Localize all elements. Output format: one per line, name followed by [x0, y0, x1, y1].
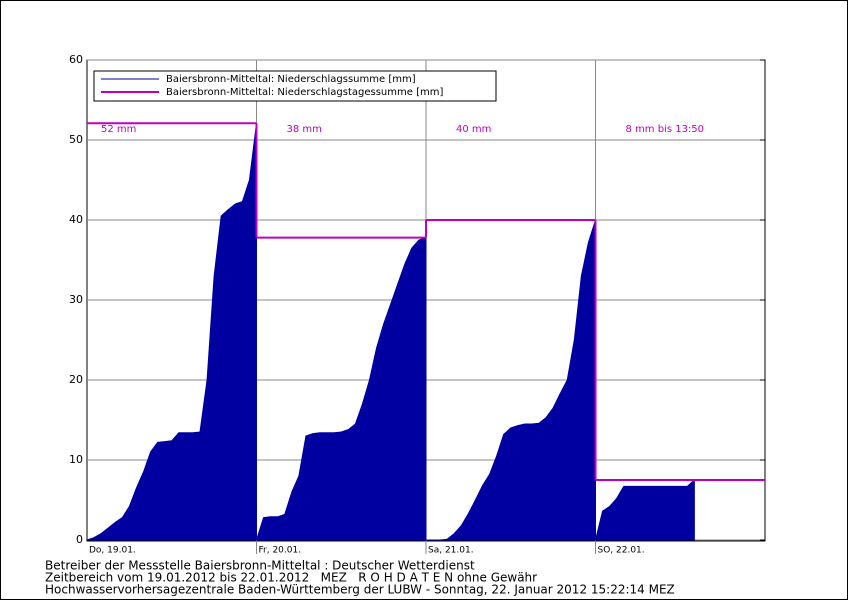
value-label: 8 mm bis 13:50 — [626, 124, 705, 135]
footer-line: Zeitbereich vom 19.01.2012 bis 22.01.201… — [45, 571, 537, 585]
x-tick-label: Do, 19.01. — [89, 546, 136, 556]
footer-line: Betreiber der Messstelle Baiersbronn-Mit… — [45, 559, 475, 573]
legend-label: Baiersbronn-Mitteltal: Niederschlagstage… — [166, 87, 443, 98]
y-tick-label: 60 — [69, 53, 83, 66]
precip-area — [594, 478, 695, 541]
value-label: 38 mm — [287, 124, 322, 135]
legend-box — [93, 70, 497, 102]
x-tick-label: SO, 22.01. — [598, 546, 645, 556]
y-tick-label: 30 — [69, 293, 83, 306]
y-tick-label: 40 — [69, 213, 83, 226]
footer-line: Hochwasservorhersagezentrale Baden-Württ… — [45, 583, 675, 597]
x-tick-label: Fr, 20.01. — [259, 546, 302, 556]
value-label: 52 mm — [101, 124, 136, 135]
precip-area — [86, 123, 257, 541]
y-tick-label: 20 — [69, 373, 83, 386]
y-tick-label: 50 — [69, 133, 83, 146]
x-tick-label: Sa, 21.01. — [428, 546, 474, 556]
value-label: 40 mm — [456, 124, 491, 135]
precip-area — [426, 219, 596, 541]
legend-label: Baiersbronn-Mitteltal: Niederschlagssumm… — [166, 74, 416, 85]
y-tick-label: 0 — [76, 533, 83, 546]
precip-area — [255, 236, 427, 541]
y-tick-label: 10 — [69, 453, 83, 466]
